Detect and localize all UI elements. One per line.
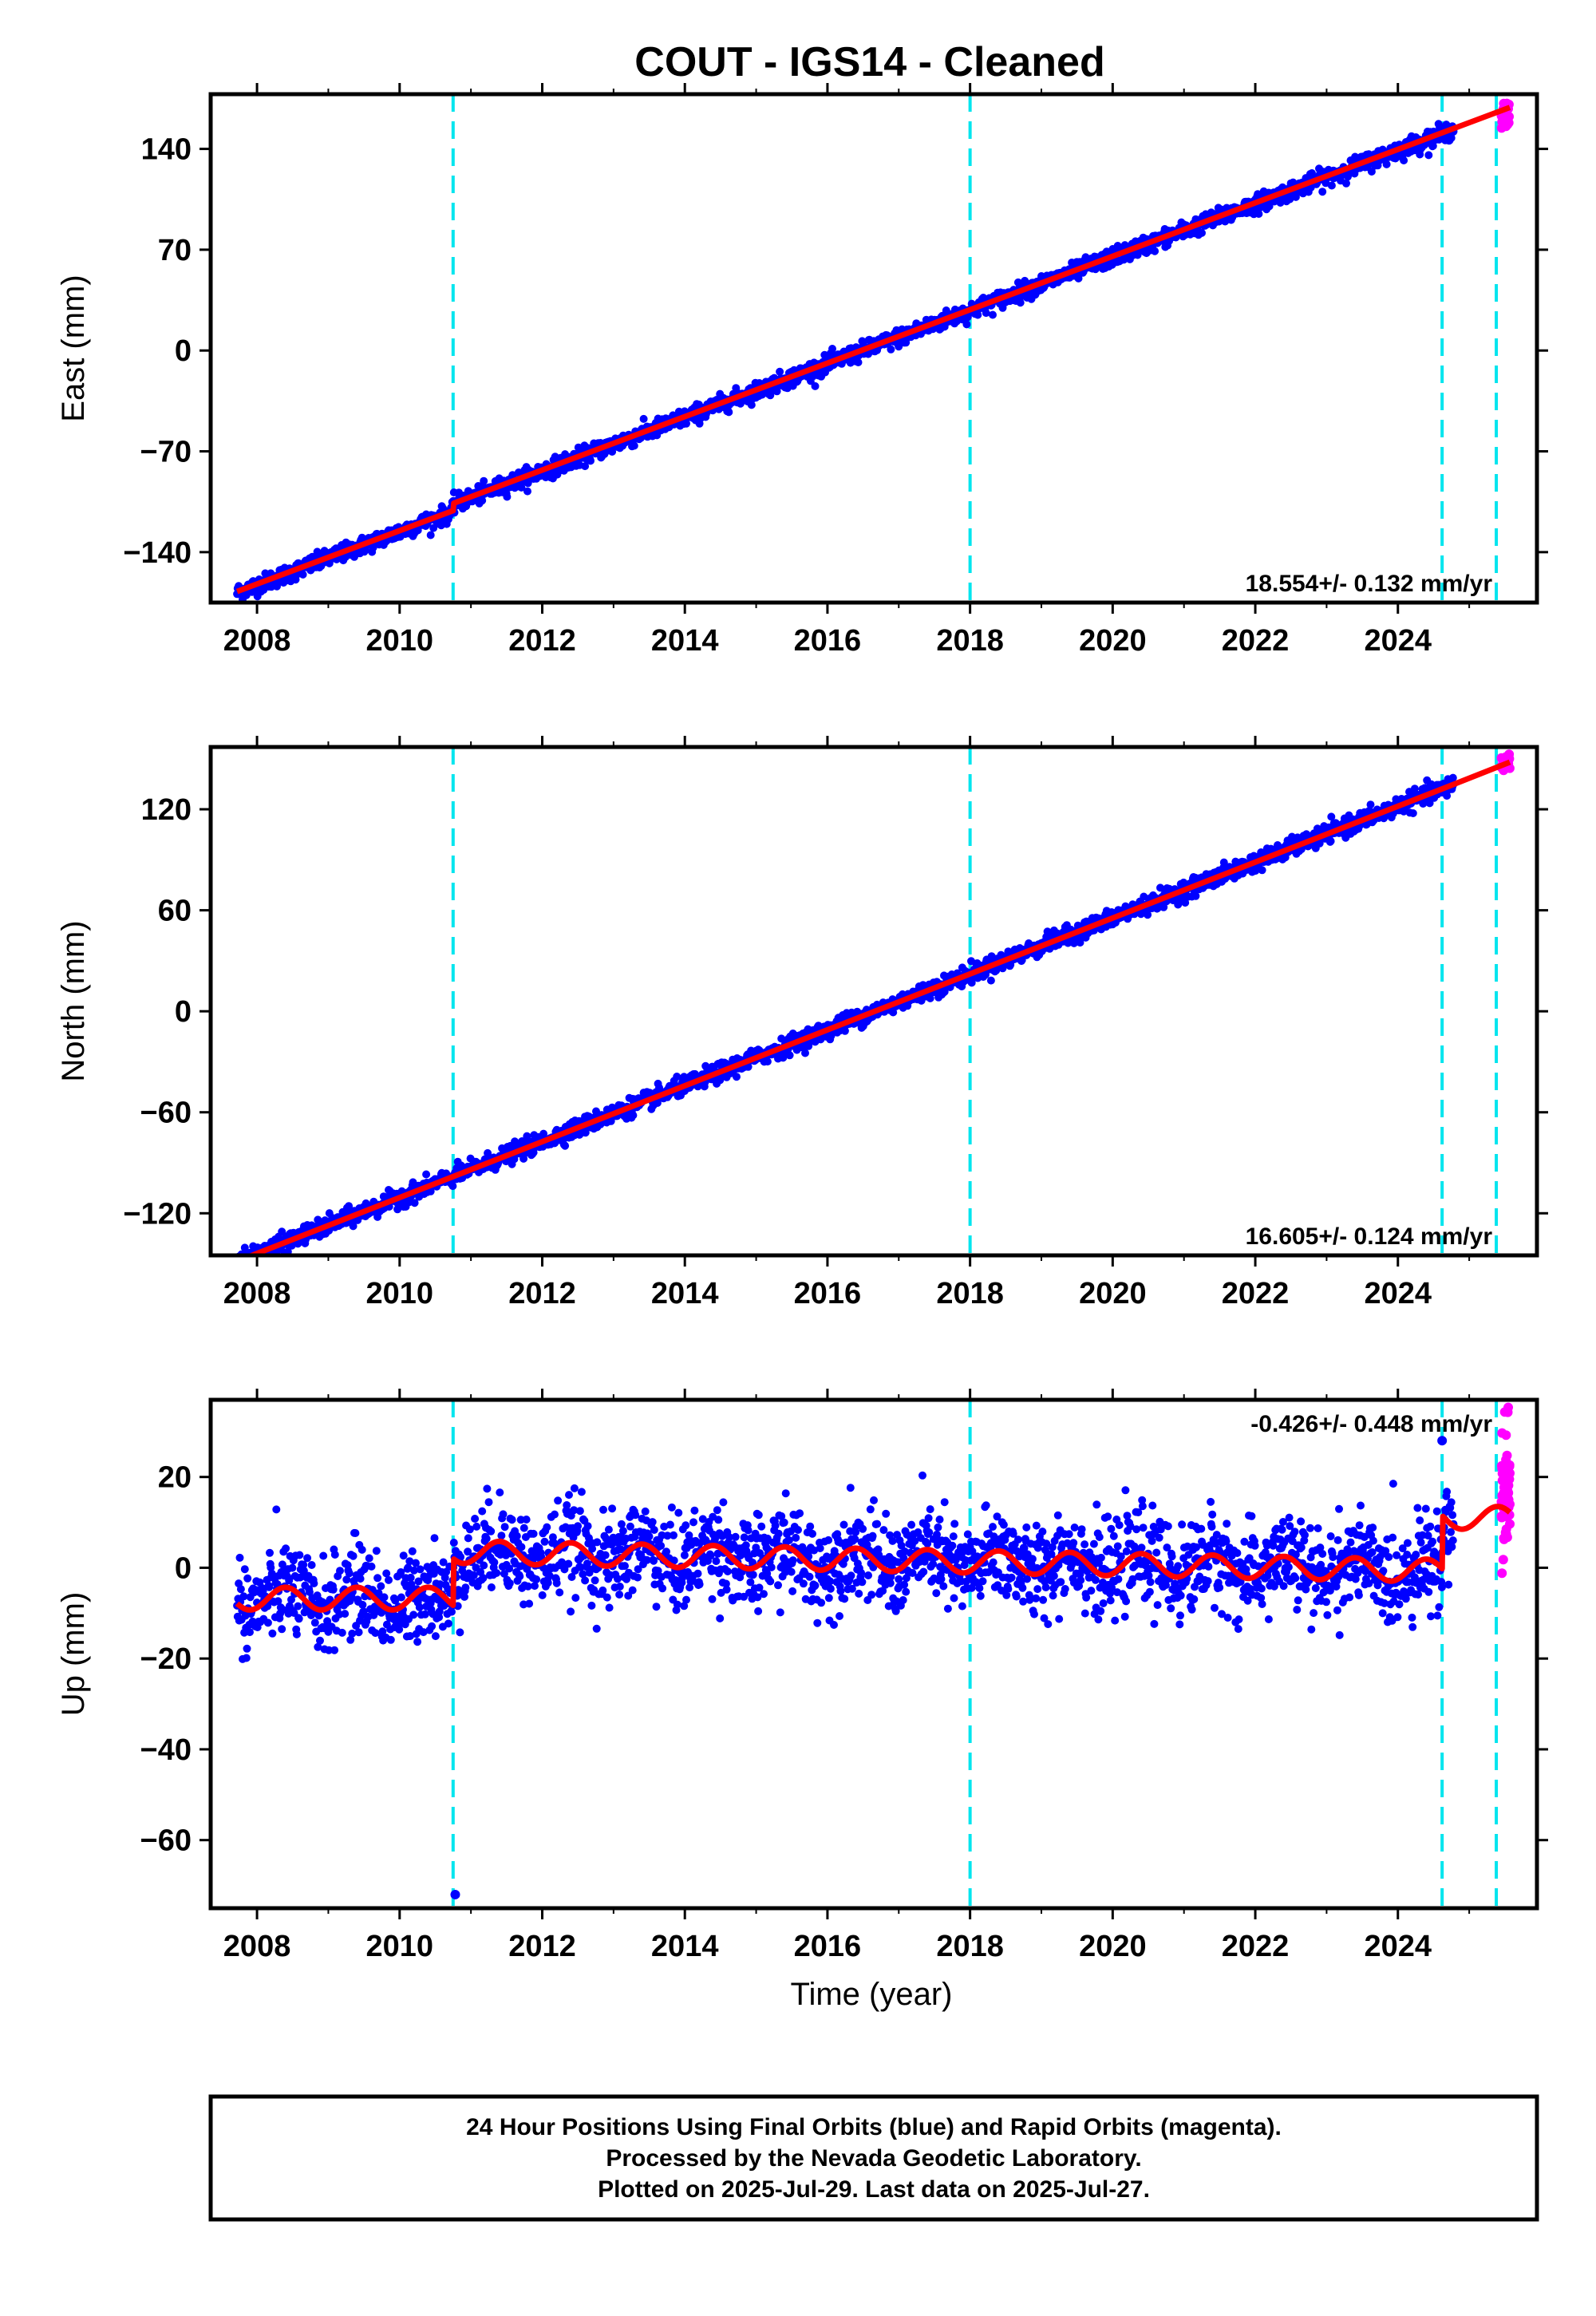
north-xtick-label: 2020 — [1079, 1277, 1147, 1310]
east-ytick-label: 0 — [175, 334, 192, 368]
east-xtick-label: 2020 — [1079, 624, 1147, 658]
north-xtick-label: 2024 — [1364, 1277, 1432, 1310]
east-frame — [208, 92, 1539, 605]
north-panel: 2008 2010 2012 2014 2016 2018 2020 2022 2024 −120… — [56, 736, 1548, 1310]
east-ytick-label: 70 — [158, 234, 192, 267]
up-points — [233, 1402, 1515, 1899]
up-xtick-label: 2014 — [651, 1930, 719, 1963]
north-xtick-label: 2014 — [651, 1277, 719, 1310]
east-points — [233, 98, 1514, 603]
north-ytick-label: 0 — [175, 995, 192, 1029]
up-ytick-label: −60 — [140, 1824, 192, 1858]
north-xtick-label: 2010 — [366, 1277, 434, 1310]
up-panel: 2008 2010 2012 2014 2016 2018 2020 2022 2024 −60 −… — [56, 1389, 1548, 1963]
north-final-orbit-points — [235, 773, 1458, 1255]
up-xtick-label: 2008 — [223, 1930, 291, 1963]
north-xtick-label: 2022 — [1222, 1277, 1290, 1310]
up-rate-label: -0.426+/- 0.448 mm/yr — [1250, 1411, 1492, 1437]
footer-box — [208, 2094, 1539, 2222]
up-xtick-label: 2022 — [1222, 1930, 1290, 1963]
north-rate-label: 16.605+/- 0.124 mm/yr — [1246, 1223, 1493, 1250]
up-xtick-label: 2020 — [1079, 1930, 1147, 1963]
up-xtick-label: 2016 — [794, 1930, 862, 1963]
up-model-line — [235, 1504, 1512, 1613]
footer-line-3: Plotted on 2025-Jul-29. Last data on 202… — [598, 2176, 1150, 2203]
up-outlier-point — [450, 1889, 460, 1899]
north-points — [235, 749, 1515, 1255]
up-frame — [208, 1397, 1539, 1911]
up-xtick-label: 2010 — [366, 1930, 434, 1963]
panels: 2008 2010 2012 2014 2016 2018 2020 2022 2024 −140… — [56, 83, 1548, 1963]
east-xtick-label: 2012 — [508, 624, 576, 658]
north-ytick-label: 60 — [158, 895, 192, 928]
up-outlier-point — [1437, 1436, 1448, 1446]
east-xtick-label: 2014 — [651, 624, 719, 658]
east-y-axis-label: East (mm) — [56, 275, 91, 421]
footer-line-1: 24 Hour Positions Using Final Orbits (bl… — [466, 2114, 1282, 2140]
north-xtick-label: 2012 — [508, 1277, 576, 1310]
north-xtick-label: 2008 — [223, 1277, 291, 1310]
north-xtick-label: 2018 — [936, 1277, 1004, 1310]
up-final-orbit-points — [233, 1471, 1458, 1663]
north-xtick-label: 2016 — [794, 1277, 862, 1310]
east-xtick-label: 2008 — [223, 624, 291, 658]
east-xtick-label: 2024 — [1364, 624, 1432, 658]
north-ytick-label: −120 — [123, 1197, 192, 1231]
north-ytick-label: 120 — [141, 793, 192, 827]
up-xtick-label: 2024 — [1364, 1930, 1432, 1963]
up-ytick-label: −40 — [140, 1733, 192, 1767]
up-rapid-orbit-points — [1496, 1402, 1515, 1579]
east-xtick-label: 2010 — [366, 624, 434, 658]
east-xtick-label: 2022 — [1222, 624, 1290, 658]
up-xtick-label: 2012 — [508, 1930, 576, 1963]
east-panel: 2008 2010 2012 2014 2016 2018 2020 2022 2024 −140… — [56, 83, 1548, 658]
up-ytick-label: −20 — [140, 1642, 192, 1676]
east-rate-label: 18.554+/- 0.132 mm/yr — [1246, 571, 1493, 597]
up-xtick-label: 2018 — [936, 1930, 1004, 1963]
east-model-line — [235, 105, 1511, 595]
north-frame — [208, 745, 1539, 1258]
footer-line-2: Processed by the Nevada Geodetic Laborat… — [606, 2145, 1141, 2172]
east-xtick-label: 2016 — [794, 624, 862, 658]
north-model-line — [244, 759, 1511, 1255]
north-y-axis-label: North (mm) — [56, 920, 91, 1081]
east-final-orbit-points — [233, 120, 1458, 603]
up-y-axis-label: Up (mm) — [56, 1592, 91, 1717]
east-ytick-label: −140 — [123, 536, 192, 570]
x-axis-label: Time (year) — [791, 1977, 953, 2012]
up-ytick-label: 0 — [175, 1551, 192, 1585]
figure-title: COUT - IGS14 - Cleaned — [634, 39, 1104, 85]
east-rapid-orbit-points — [1496, 98, 1514, 133]
east-xtick-label: 2018 — [936, 624, 1004, 658]
east-ytick-label: −70 — [140, 436, 192, 469]
east-ytick-label: 140 — [141, 133, 192, 167]
north-ytick-label: −60 — [140, 1097, 192, 1130]
up-ytick-label: 20 — [158, 1461, 192, 1495]
